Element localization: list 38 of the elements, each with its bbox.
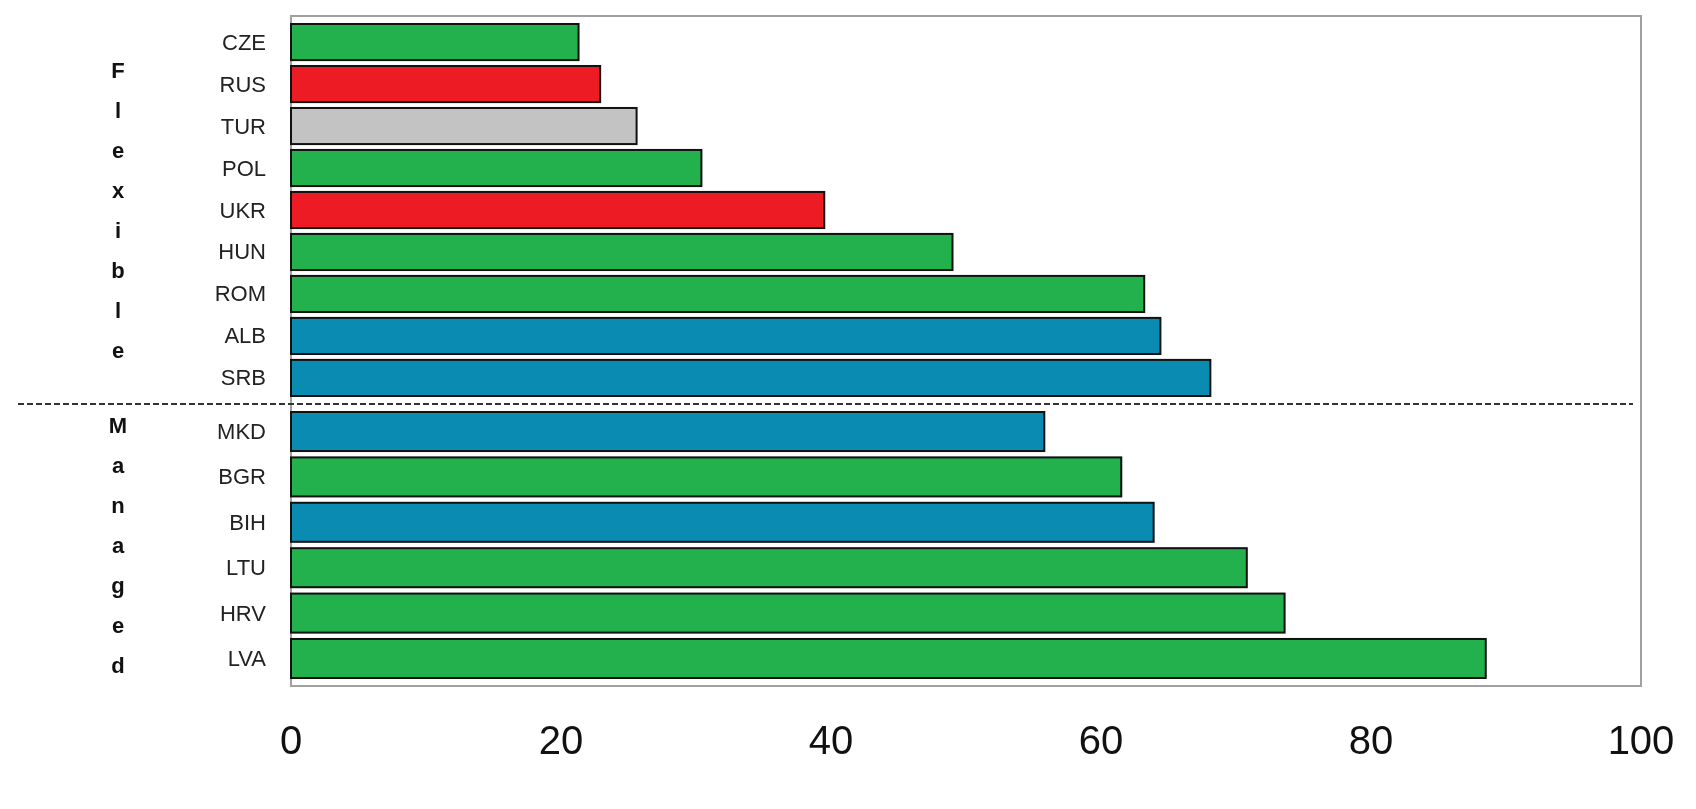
x-tick-label: 60 [1078,718,1124,762]
bar [290,501,1155,543]
y-tick-label: HRV [219,600,267,626]
y-tick-label: ALB [224,323,266,349]
bar [290,547,1248,589]
bar [290,592,1286,634]
bar [290,274,1146,314]
bar [290,148,703,188]
bar [290,637,1487,679]
y-tick-label: BIH [229,509,266,535]
y-tick-label: HUN [218,239,266,265]
y-tick-label: MKD [217,419,266,445]
y-tick-label: RUS [219,71,266,97]
y-tick-label: POL [221,155,266,181]
y-tick-label: LVA [227,645,267,671]
y-axis-title: Flexible [111,58,125,363]
x-tick-label: 20 [538,718,584,762]
bar [290,456,1123,498]
bar [290,23,580,62]
bar [290,358,1212,397]
y-tick-label: BGR [218,464,266,490]
bar [290,190,826,230]
y-tick-label: CZE [222,29,266,55]
bar [290,411,1046,453]
bar [290,64,602,104]
x-tick-label: 80 [1348,718,1394,762]
y-axis-title: Managed [108,413,128,678]
bar [290,316,1162,356]
y-tick-label: UKR [219,197,266,223]
y-tick-label: SRB [220,365,266,391]
bar [290,232,954,272]
y-tick-label: LTU [226,555,266,581]
y-tick-label: ROM [214,281,266,307]
x-tick-label: 40 [808,718,854,762]
x-tick-label: 100 [1607,718,1675,762]
y-tick-label: TUR [220,113,266,139]
bar [290,106,638,146]
x-tick-label: 0 [279,718,303,762]
